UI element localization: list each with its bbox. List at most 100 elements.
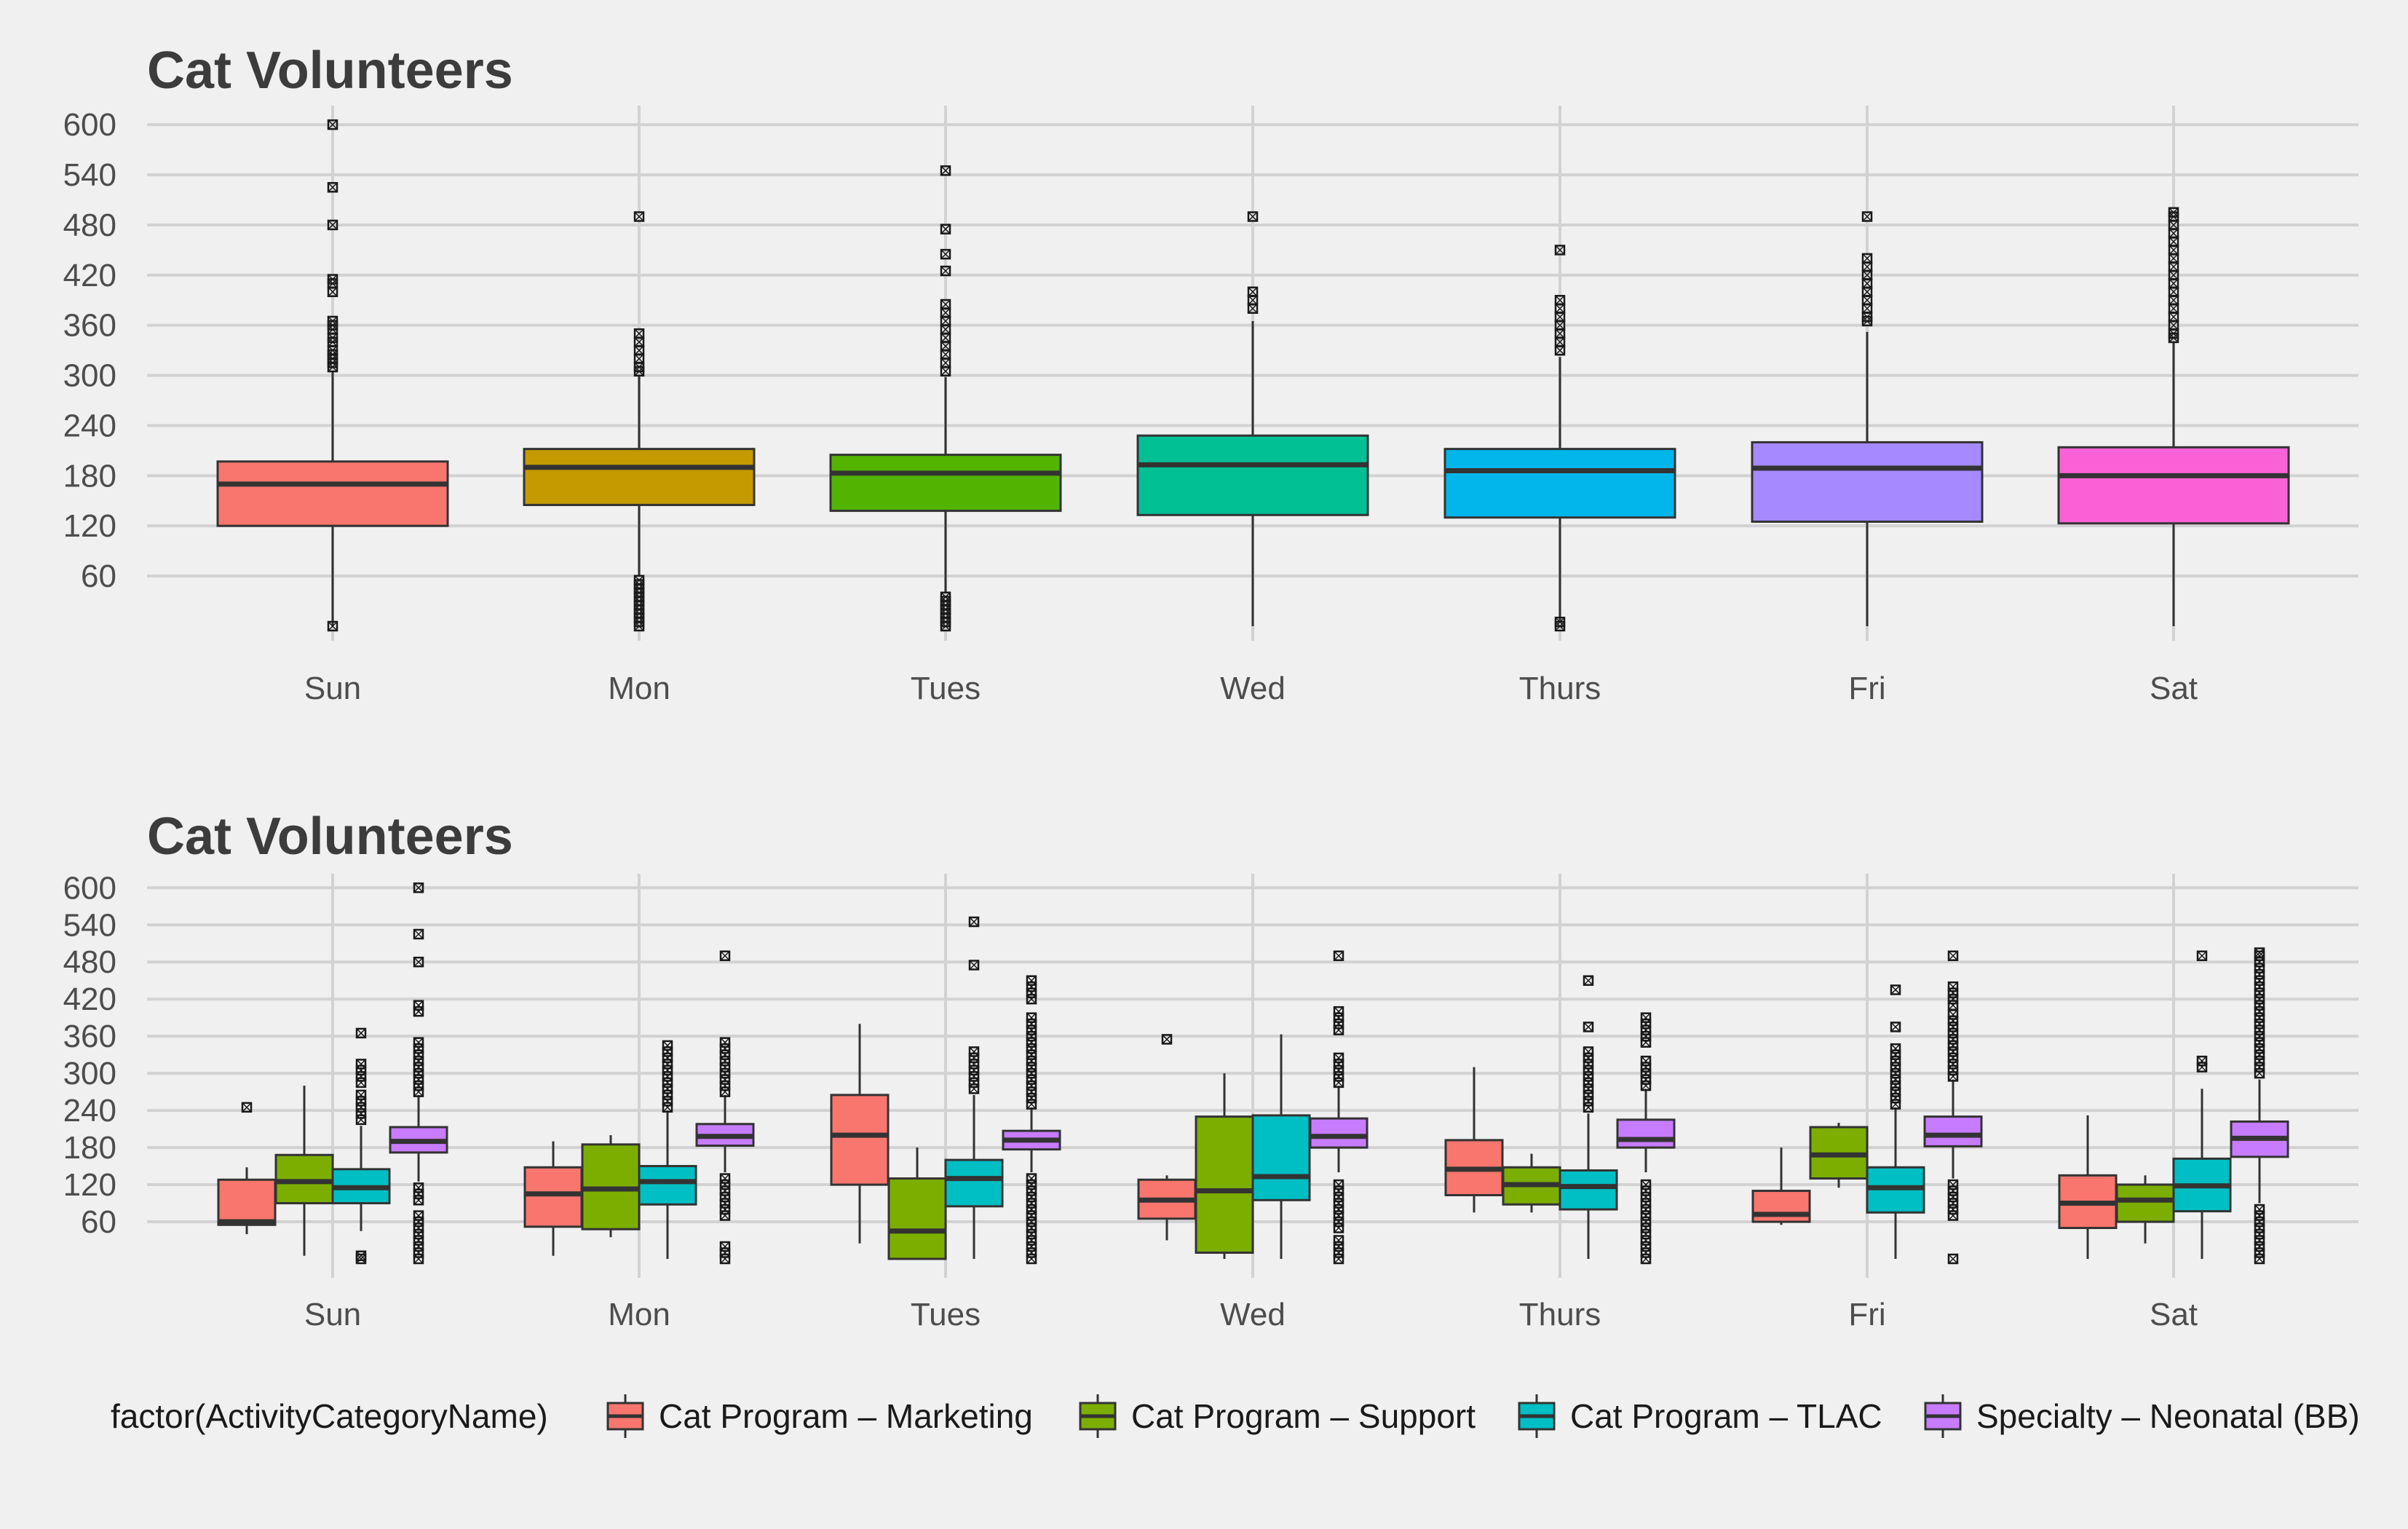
box-thurs-3-outlier-cross (1641, 1180, 1651, 1190)
box-fri-3-outlier (1947, 987, 1959, 998)
box-sat-3-outlier (2254, 1210, 2265, 1221)
box-sat-outlier-cross (2169, 320, 2179, 331)
box-wed-3-outlier (1333, 1198, 1344, 1209)
box-fri-box (1751, 440, 1984, 523)
box-sun-3-outlier (413, 1049, 424, 1060)
box-sun-0-outlier (241, 1102, 253, 1113)
box-sun-3-outlier (413, 1247, 424, 1258)
box-sun-2-outlier-cross (356, 1251, 366, 1261)
box-sun-3-outlier (413, 1182, 424, 1193)
box-wed-3-outlier (1333, 1210, 1344, 1221)
box-thurs-3-outlier (1640, 1012, 1652, 1023)
box-sun-0-box (217, 1178, 277, 1226)
y-tick-label: 420 (63, 981, 116, 1017)
box-tues-3-outlier (1026, 1092, 1037, 1104)
box-sat-outlier-cross (2169, 228, 2179, 238)
box-sat-2-outlier-cross (2197, 1056, 2207, 1066)
box-sun-3-outlier (413, 1080, 424, 1091)
box-fri-outlier (1861, 253, 1873, 264)
box-fri-outlier-cross (1862, 211, 1872, 222)
box-wed-3-outlier (1333, 1179, 1344, 1190)
box-fri-3-outlier (1947, 1052, 1959, 1064)
box-wed-outlier (1247, 286, 1259, 298)
y-tick-label: 480 (63, 944, 116, 980)
box-wed-3-outlier (1333, 1222, 1344, 1233)
box-fri-outlier-cross (1862, 270, 1872, 280)
box-tues-outlier-cross (940, 366, 951, 376)
box-fri-outlier-cross (1862, 312, 1872, 322)
box-sat-3-outlier (2254, 1235, 2265, 1246)
box-tues-outlier-cross (940, 349, 951, 360)
box-sun-3-outlier (413, 1235, 424, 1246)
y-tick-label: 600 (63, 870, 116, 906)
box-sun-2-outlier (355, 1102, 367, 1113)
box-mon-3-outlier (719, 1253, 731, 1265)
box-mon-3-outlier (719, 1049, 731, 1060)
box-sun-3-outlier-cross (413, 882, 424, 893)
box-wed-3-outlier-cross (1334, 1053, 1344, 1063)
box-sat-3-outlier (2254, 1216, 2265, 1228)
box-tues-outlier-cross (940, 333, 951, 343)
box-wed-3-outlier (1333, 1241, 1344, 1252)
box-wed-3-outlier (1333, 1253, 1344, 1265)
box-tues-3-outlier (1026, 1198, 1037, 1209)
box-fri-3-outlier (1947, 1040, 1959, 1051)
box-tues-3-outlier (1026, 1241, 1037, 1252)
x-tick-label: Fri (1848, 1297, 1885, 1332)
box-mon-3-outlier (719, 1086, 731, 1097)
box-thurs-2-outlier (1583, 1052, 1594, 1064)
box-sun-3-outlier (413, 1210, 424, 1221)
box-mon-3-outlier (719, 1055, 731, 1067)
box-sun-3-outlier-cross (413, 1038, 424, 1048)
legend-label: Cat Program – Support (1131, 1397, 1476, 1435)
box-sun-2-outlier (355, 1071, 367, 1082)
box-mon-3-outlier (719, 1037, 731, 1048)
box-mon-2-outlier (662, 1071, 673, 1082)
box-tues-outlier-cross (940, 324, 951, 334)
box-mon-outlier (633, 574, 645, 586)
box-wed-3-outlier (1333, 1216, 1344, 1228)
chart-title-bottom: Cat Volunteers (147, 807, 513, 866)
box-thurs-2-box (1559, 1169, 1618, 1211)
box-sun-3-outlier (413, 1000, 424, 1011)
box-tues-3-outlier (1026, 1018, 1037, 1030)
box-sun-2-outlier-cross (356, 1028, 366, 1038)
box-wed-3-outlier (1333, 1064, 1344, 1076)
box-sat-2-outlier (2196, 1055, 2208, 1067)
x-tick-label: Wed (1220, 671, 1286, 706)
box-fri-3-outlier-cross (1948, 1254, 1958, 1264)
box-tues-box (829, 454, 1062, 513)
box-thurs-2-outlier (1583, 1046, 1594, 1057)
box-thurs-3-outlier (1640, 1247, 1652, 1258)
box-mon-3-outlier (719, 1210, 731, 1221)
box-thurs-3-outlier (1640, 1228, 1652, 1240)
box-sat-3-outlier (2254, 1062, 2265, 1072)
box-fri-3-outlier (1947, 1191, 1959, 1203)
box-fri-3-outlier (1947, 993, 1959, 1005)
box-mon-3-outlier (719, 1198, 731, 1209)
box-sun-2-outlier (355, 1108, 367, 1119)
y-tick-label: 480 (63, 208, 116, 243)
box-sun-3-outlier (413, 1074, 424, 1085)
box-sat-3-outlier (2254, 981, 2265, 992)
box-sun-outlier-cross (328, 621, 338, 631)
box-tues-outlier-cross (940, 341, 951, 351)
box-thurs-2-outlier (1583, 1059, 1594, 1070)
box-thurs-outlier-cross (1555, 245, 1565, 255)
box-thurs-2-outlier (1583, 1022, 1594, 1032)
box-sun-3-outlier (413, 1037, 424, 1048)
box-sat-3-outlier (2254, 1037, 2265, 1048)
box-mon-outlier-cross (634, 362, 644, 372)
box-tues-outlier (940, 224, 951, 234)
box-tues-3-outlier (1026, 1086, 1037, 1097)
box-thurs-2-outlier (1583, 1071, 1594, 1082)
box-sun-box (216, 460, 449, 527)
box-tues-outlier-cross (940, 224, 951, 234)
box-fri-3-outlier-cross (1948, 981, 1958, 992)
box-sat-3-outlier (2254, 1222, 2265, 1233)
box-wed-1-box (1195, 1115, 1254, 1255)
box-sat-3-outlier (2254, 963, 2265, 973)
box-thurs-outlier-cross (1555, 337, 1565, 347)
box-thurs-3-outlier (1640, 1198, 1652, 1209)
